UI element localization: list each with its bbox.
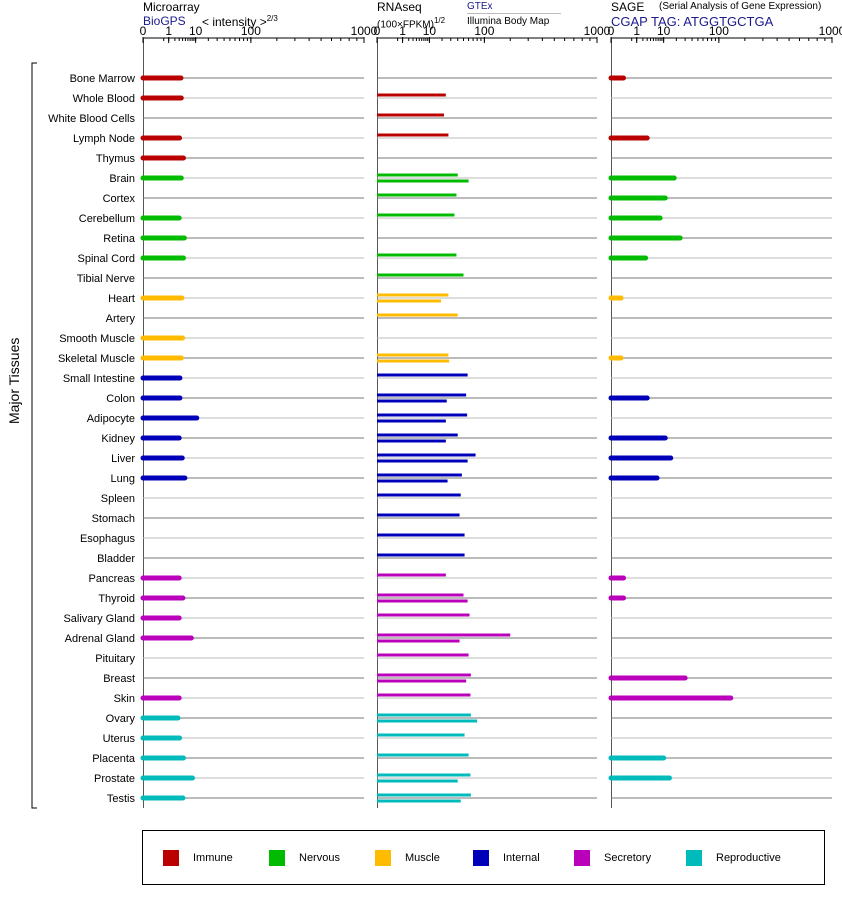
sage-tick-label: 0	[608, 24, 615, 38]
legend-swatch	[163, 850, 179, 866]
sage-subtitle: (Serial Analysis of Gene Expression)	[659, 1, 822, 12]
tissue-label: Ovary	[106, 713, 136, 725]
tissue-label: Thyroid	[98, 593, 135, 605]
legend-item: Nervous	[269, 850, 340, 866]
microarray-tick-label: 100	[241, 24, 261, 38]
rnaseq-tick-label: 0	[374, 24, 381, 38]
sage-title: SAGE	[611, 0, 645, 14]
tissue-bracket	[31, 62, 37, 809]
microarray-tick-label: 1000	[351, 24, 378, 38]
legend-item: Reproductive	[686, 850, 781, 866]
tissue-label: Skeletal Muscle	[58, 353, 135, 365]
legend-item: Internal	[473, 850, 540, 866]
tissue-label: Salivary Gland	[63, 613, 135, 625]
tissue-label: Heart	[108, 293, 135, 305]
rnaseq-title: RNAseq	[377, 0, 422, 14]
tissue-label: Whole Blood	[73, 93, 135, 105]
tissue-label: Testis	[107, 793, 136, 805]
tissue-label: Bladder	[97, 553, 135, 565]
tissue-label: Tibial Nerve	[77, 273, 135, 285]
rnaseq-tick-label: 1000	[584, 24, 611, 38]
tissue-label: Colon	[106, 393, 135, 405]
tissue-label: Skin	[114, 693, 135, 705]
legend-label: Secretory	[604, 852, 652, 864]
tissue-label: Kidney	[101, 433, 135, 445]
tissue-label: Stomach	[92, 513, 135, 525]
tissue-label: Brain	[109, 173, 135, 185]
microarray-tick-label: 1	[165, 24, 172, 38]
tissue-label: Small Intestine	[63, 373, 135, 385]
microarray-metric: < intensity >2/3	[202, 14, 278, 29]
sage-tick-label: 100	[709, 24, 729, 38]
tissue-label: Uterus	[103, 733, 136, 745]
rnaseq-tick-label: 1	[399, 24, 406, 38]
legend-swatch	[375, 850, 391, 866]
tissue-label: Pancreas	[89, 573, 136, 585]
microarray-tick-label: 10	[189, 24, 203, 38]
tissue-label: Lymph Node	[73, 133, 135, 145]
tissue-label: White Blood Cells	[48, 113, 135, 125]
sage-tag-link[interactable]: CGAP TAG: ATGGTGCTGA	[611, 14, 774, 29]
sage-tick-label: 1	[633, 24, 640, 38]
rnaseq-tick-label: 100	[474, 24, 494, 38]
tissue-label: Pituitary	[95, 653, 135, 665]
legend-item: Secretory	[574, 850, 651, 866]
tissue-label: Retina	[103, 233, 136, 245]
legend-swatch	[269, 850, 285, 866]
microarray-title: Microarray	[143, 0, 200, 14]
rnaseq-metric-exponent: 1/2	[433, 16, 446, 25]
tissue-label: Adrenal Gland	[65, 633, 135, 645]
sage-tick-label: 10	[657, 24, 671, 38]
legend-swatch	[574, 850, 590, 866]
microarray-tick-label: 0	[140, 24, 147, 38]
tissue-label: Placenta	[92, 753, 136, 765]
microarray-metric-text: < intensity >	[202, 15, 267, 29]
tissue-label: Cortex	[103, 193, 136, 205]
y-axis-label: Major Tissues	[6, 337, 22, 424]
legend-swatch	[686, 850, 702, 866]
tissue-label: Spinal Cord	[78, 253, 135, 265]
tissue-label: Adipocyte	[87, 413, 135, 425]
illumina-source-label: Illumina Body Map	[467, 16, 550, 27]
legend-label: Nervous	[299, 852, 340, 864]
legend-item: Muscle	[375, 850, 440, 866]
legend-label: Internal	[503, 852, 540, 864]
legend-label: Immune	[193, 852, 233, 864]
microarray-metric-exponent: 2/3	[266, 14, 278, 23]
legend-label: Muscle	[405, 852, 440, 864]
tissue-label: Esophagus	[80, 533, 136, 545]
gtex-source-link[interactable]: GTEx	[467, 1, 561, 14]
tissue-label: Artery	[106, 313, 136, 325]
legend: Immune Nervous Muscle Internal Secretory Repr…	[142, 830, 825, 885]
legend-item: Immune	[163, 850, 233, 866]
tissue-label: Bone Marrow	[70, 73, 135, 85]
microarray-source-link[interactable]: BioGPS	[143, 14, 186, 28]
tissue-label: Spleen	[101, 493, 135, 505]
rnaseq-metric: (100×FPKM)1/2	[377, 16, 445, 30]
tissue-label: Breast	[103, 673, 135, 685]
rnaseq-metric-text: (100×FPKM)	[377, 19, 434, 31]
tissue-label: Smooth Muscle	[59, 333, 135, 345]
legend-swatch	[473, 850, 489, 866]
tissue-label: Cerebellum	[79, 213, 135, 225]
tissue-label: Liver	[111, 453, 135, 465]
rnaseq-tick-label: 10	[423, 24, 437, 38]
tissue-label: Lung	[111, 473, 135, 485]
sage-tick-label: 1000	[819, 24, 842, 38]
tissue-label: Thymus	[96, 153, 136, 165]
tissue-label: Prostate	[94, 773, 135, 785]
legend-label: Reproductive	[716, 852, 781, 864]
